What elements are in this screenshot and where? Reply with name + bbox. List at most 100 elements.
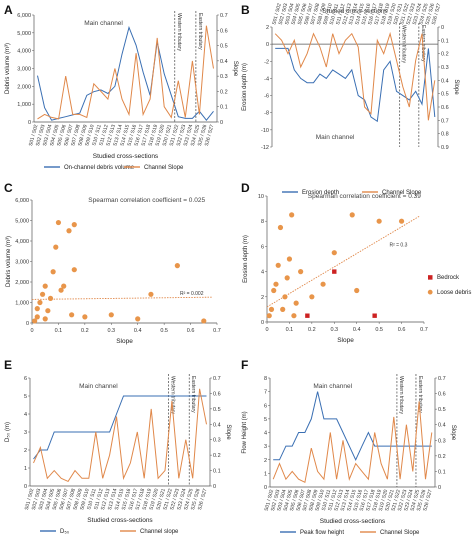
- x-axis-label: Slope: [337, 337, 354, 344]
- y2-tick-label: 0.4: [213, 422, 221, 428]
- y-tick-label: 2: [261, 295, 264, 301]
- x-tick-label: S01 / S02: [24, 488, 36, 511]
- data-point: [61, 283, 67, 289]
- x-tick-label: S07 / S08: [70, 124, 82, 147]
- y2-axis-label: Slope: [450, 425, 456, 441]
- x-tick-label: S20 / S21: [155, 488, 167, 511]
- series-line: [37, 25, 214, 122]
- x-tick-label: S05 / S06: [297, 3, 309, 26]
- y-tick-label: 5: [264, 417, 267, 423]
- y-tick-label: -10: [261, 128, 269, 134]
- y-tick-label: 5,000: [15, 219, 29, 225]
- x-tick-label: S21 / S22: [399, 3, 411, 26]
- x-tick-label: S15 / S16: [127, 124, 139, 147]
- x-tick-label: S15 / S16: [352, 489, 364, 512]
- data-point: [273, 281, 279, 287]
- x-tick-label: S16 / S17: [367, 3, 379, 26]
- y2-tick-label: 0.1: [441, 38, 449, 44]
- data-point: [309, 294, 315, 300]
- y2-tick-label: 0.4: [441, 78, 449, 84]
- y-tick-label: 4,000: [17, 49, 31, 55]
- data-point: [50, 269, 56, 275]
- y-tick-label: 4,000: [15, 239, 29, 245]
- x-tick-label: S16 / S17: [128, 488, 140, 511]
- data-point: [376, 218, 382, 224]
- x-tick-label: S17 / S18: [135, 488, 147, 511]
- x-tick-label: S13 / S14: [348, 3, 360, 26]
- data-point: [275, 262, 281, 268]
- x-tick-label: S03 / S04: [38, 488, 50, 511]
- x-tick-label: S13 / S14: [340, 489, 352, 512]
- x-tick-label: S20 / S21: [162, 124, 174, 147]
- x-tick-label: S11 / S12: [93, 488, 104, 511]
- x-tick-label: S11 / S12: [335, 3, 346, 26]
- x-tick-label: S23 / S24: [412, 3, 424, 26]
- data-point: [298, 269, 304, 275]
- data-point: [108, 312, 114, 318]
- x-tick-label: 0.5: [160, 328, 168, 334]
- x-tick-label: 0.7: [213, 328, 221, 334]
- data-point: [277, 224, 284, 231]
- y-tick-label: 1: [24, 466, 27, 472]
- y2-tick-label: 0.1: [213, 469, 221, 475]
- tributary-label: Western tributary: [176, 13, 182, 51]
- r-squared-label: R² = 0.002: [180, 291, 204, 297]
- y-tick-label: 0: [261, 320, 264, 326]
- y-tick-label: -8: [264, 111, 269, 117]
- x-tick-label: S22 / S23: [397, 489, 409, 512]
- legend-label: Channel Slope: [144, 165, 184, 171]
- y-tick-label: 6,000: [17, 13, 31, 19]
- y-axis-label: Debris volume (m³): [5, 43, 11, 94]
- x-tick-label: S25 / S26: [197, 124, 209, 147]
- y-tick-label: 3: [264, 444, 267, 450]
- x-tick-label: S25 / S26: [425, 3, 437, 26]
- data-point: [135, 316, 141, 322]
- data-point: [148, 291, 154, 297]
- x-tick-label: S08 / S09: [77, 124, 89, 147]
- y-tick-label: 3,000: [15, 260, 29, 266]
- y-tick-label: 4: [24, 412, 27, 418]
- y-tick-label: 5,000: [17, 31, 31, 37]
- x-tick-label: S23 / S24: [176, 488, 188, 511]
- legend-bedrock-swatch: [428, 275, 433, 280]
- data-point: [82, 314, 88, 320]
- y2-tick-label: 0.1: [220, 105, 228, 111]
- main-channel-label: Main channel: [316, 134, 355, 141]
- trend-line: [31, 296, 212, 300]
- x-tick-label: S14 / S15: [119, 124, 131, 147]
- legend-label: On-channel debris volume: [64, 165, 135, 171]
- x-tick-label: S17 / S18: [373, 3, 385, 26]
- y-tick-label: 0: [24, 484, 27, 490]
- y-tick-label: 8: [261, 219, 264, 225]
- x-tick-label: S21 / S22: [169, 124, 181, 147]
- bedrock-point: [372, 313, 377, 318]
- main-channel-label: Main channel: [79, 383, 118, 390]
- data-point: [268, 306, 275, 312]
- data-point: [320, 281, 326, 287]
- y-axis-label: D₅₀ (m): [5, 422, 11, 442]
- x-tick-label: S03 / S04: [284, 3, 296, 26]
- y2-tick-label: 0.5: [438, 407, 446, 413]
- y2-tick-label: 0.3: [213, 438, 221, 444]
- x-tick-label: S05 / S06: [52, 488, 64, 511]
- x-tick-label: 0.7: [420, 327, 428, 333]
- legend-label: Erosion depth: [302, 190, 339, 196]
- x-tick-label: S02 / S03: [270, 489, 282, 512]
- x-tick-label: S02 / S03: [35, 124, 47, 147]
- y2-tick-label: 0.6: [220, 28, 228, 34]
- x-tick-label: S01 / S02: [264, 489, 276, 512]
- legend-label: Bedrock: [437, 275, 460, 281]
- data-point: [39, 291, 46, 297]
- x-tick-label: 0.2: [308, 327, 316, 333]
- series-line: [274, 31, 436, 121]
- y2-tick-label: 0.7: [438, 376, 446, 382]
- x-tick-label: S18 / S19: [372, 489, 384, 512]
- x-tick-label: S22 / S23: [405, 3, 417, 26]
- x-tick-label: 0.1: [55, 328, 63, 334]
- x-tick-label: S02 / S03: [278, 3, 290, 26]
- y-axis-label: Flow Height (m): [242, 411, 248, 453]
- data-point: [201, 318, 207, 324]
- x-tick-label: S10 / S11: [91, 124, 102, 147]
- y2-tick-label: 0.7: [213, 376, 221, 382]
